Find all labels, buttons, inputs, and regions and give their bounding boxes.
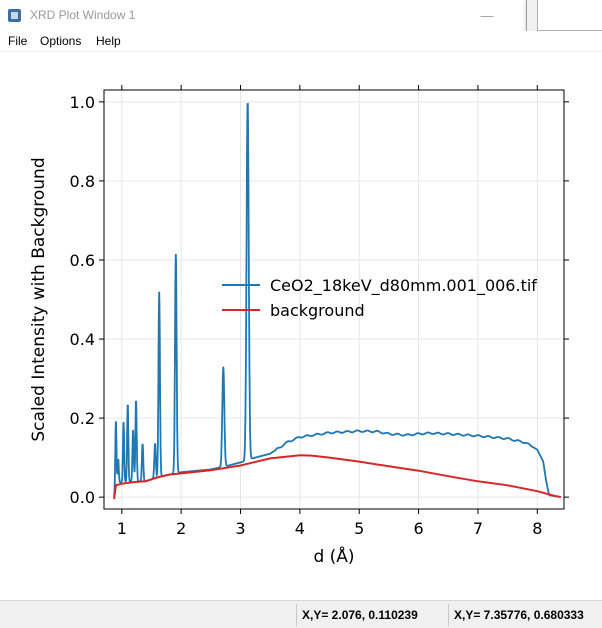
x-tick-label: 3 [235, 519, 245, 538]
window-title: XRD Plot Window 1 [30, 8, 136, 22]
x-tick-label: 5 [354, 519, 364, 538]
series-line-background [113, 454, 562, 500]
y-tick-label: 0.0 [70, 488, 95, 507]
x-tick-label: 6 [413, 519, 423, 538]
plot-canvas[interactable]: 1 2 3 4 5 6 7 8 0.0 0.2 0.4 0.6 0.8 1.0 d (Å) Scaled … [0, 52, 602, 600]
menu-file[interactable]: File [8, 34, 28, 48]
x-tick-label: 7 [473, 519, 483, 538]
cursor-readout-2: X,Y= 7.35776, 0.680333 [448, 604, 602, 626]
minimize-button[interactable]: — [480, 8, 494, 23]
status-bar: X,Y= 2.076, 0.110239 X,Y= 7.35776, 0.680… [0, 600, 602, 628]
x-tick-label: 4 [295, 519, 305, 538]
grid-lines [104, 90, 564, 509]
y-tick-label: 0.4 [70, 330, 95, 349]
y-tick-label: 1.0 [70, 93, 95, 112]
x-axis-label: d (Å) [313, 545, 354, 567]
y-tick-label: 0.8 [70, 172, 95, 191]
data-lines [113, 102, 562, 500]
axis-ticks: 1 2 3 4 5 6 7 8 0.0 0.2 0.4 0.6 0.8 1.0 [70, 85, 569, 538]
window-titlebar[interactable]: XRD Plot Window 1 — ☐ [0, 0, 602, 31]
x-tick-label: 2 [176, 519, 186, 538]
y-tick-label: 0.6 [70, 251, 95, 270]
y-axis-label: Scaled Intensity with Background [29, 157, 49, 441]
cursor-readout-1: X,Y= 2.076, 0.110239 [296, 604, 448, 626]
series-line-ceo2 [113, 102, 561, 499]
legend-entry-label: CeO2_18keV_d80mm.001_006.tif [270, 276, 537, 296]
y-tick-label: 0.2 [70, 409, 95, 428]
axes-frame [103, 89, 565, 510]
app-icon [8, 9, 21, 22]
legend: CeO2_18keV_d80mm.001_006.tif background [222, 276, 537, 320]
legend-entry-label: background [270, 301, 365, 320]
x-tick-label: 1 [117, 519, 127, 538]
x-tick-label: 8 [532, 519, 542, 538]
menu-help[interactable]: Help [96, 34, 121, 48]
menu-options[interactable]: Options [40, 34, 82, 48]
menubar: File Options Help [0, 31, 602, 52]
xrd-chart[interactable]: 1 2 3 4 5 6 7 8 0.0 0.2 0.4 0.6 0.8 1.0 d (Å) Scaled … [0, 52, 602, 600]
background-window-content [537, 0, 602, 31]
